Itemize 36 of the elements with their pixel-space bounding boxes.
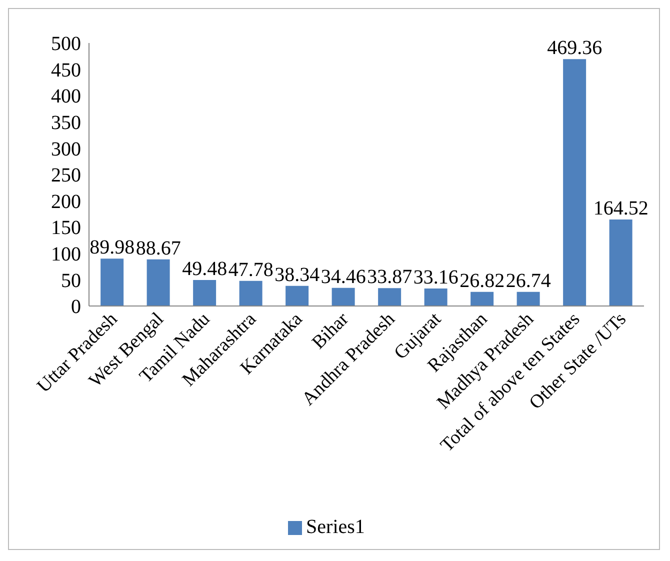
- y-tick-label: 450: [51, 59, 81, 82]
- y-tick-label: 400: [51, 86, 81, 108]
- y-tick-label: 500: [51, 33, 81, 56]
- bar: [146, 259, 170, 306]
- y-tick-label: 150: [51, 217, 81, 240]
- bar: [193, 280, 216, 306]
- y-tick-label: 100: [51, 244, 81, 266]
- bar: [378, 288, 402, 306]
- data-label: 164.52: [593, 197, 648, 220]
- bar: [470, 292, 494, 306]
- bar: [516, 292, 540, 306]
- data-label: 34.46: [320, 266, 366, 288]
- data-label: 26.82: [460, 270, 505, 292]
- data-label: 89.98: [90, 236, 135, 259]
- bar: [424, 288, 448, 306]
- data-label: 47.78: [228, 258, 274, 281]
- legend-label: Series1: [306, 516, 365, 538]
- data-label: 88.67: [136, 237, 181, 260]
- y-tick-label: 200: [51, 190, 81, 213]
- y-tick-label: 250: [51, 164, 81, 187]
- y-tick-label: 350: [51, 112, 81, 134]
- bar: [286, 286, 309, 306]
- y-tick-label: 50: [61, 270, 81, 292]
- data-label: 26.74: [506, 270, 551, 292]
- bar: [332, 288, 355, 306]
- bar: [609, 219, 632, 306]
- bar: [239, 280, 262, 306]
- y-tick-label: 300: [51, 138, 81, 160]
- bar: [100, 258, 124, 306]
- data-label: 33.16: [413, 266, 458, 289]
- data-label: 33.87: [367, 266, 412, 288]
- data-label: 38.34: [274, 264, 320, 286]
- bar: [563, 59, 586, 306]
- y-tick-label: 0: [71, 296, 81, 318]
- data-label: 469.36: [547, 37, 602, 60]
- data-label: 49.48: [182, 258, 228, 280]
